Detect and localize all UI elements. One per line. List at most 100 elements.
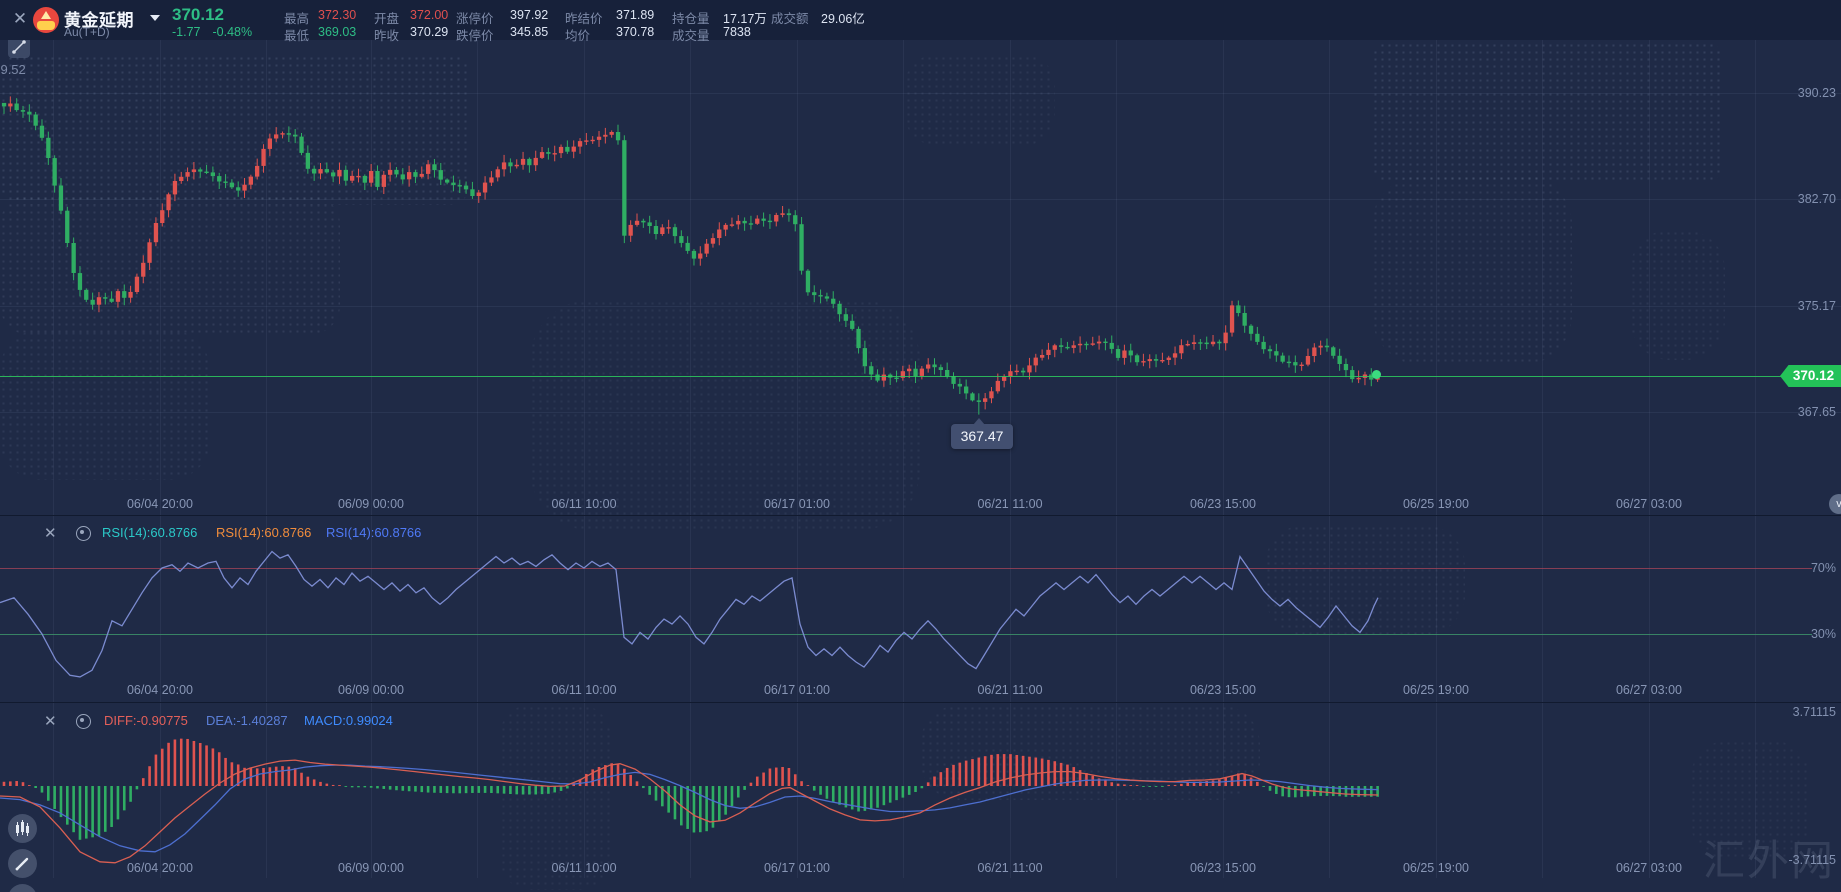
grid-vline — [160, 40, 161, 878]
quote-stat: 均价 370.78 — [565, 25, 654, 44]
indicator-label: RSI(14):60.8766 — [326, 525, 422, 540]
indicator-label: MACD:0.99024 — [304, 713, 393, 728]
price-axis-label: 375.17 — [1797, 299, 1836, 313]
quote-stat: 开盘 372.00 — [374, 8, 448, 27]
map-dots — [1690, 740, 1810, 860]
time-axis-macd: 06/04 20:00 06/09 00:00 06/11 10:00 06/17 0… — [0, 861, 1841, 879]
grid-hline — [0, 306, 1841, 307]
time-axis-label: 06/25 19:00 — [1402, 497, 1470, 511]
instrument-code: Au(T+D) — [64, 25, 110, 39]
time-axis-label: 06/27 03:00 — [1615, 497, 1683, 511]
grid-vline — [1223, 40, 1224, 878]
draw-button[interactable] — [8, 849, 37, 878]
quote-stat: 持仓量 17.17万 — [672, 8, 767, 27]
quote-stat: 跌停价 345.85 — [456, 25, 548, 44]
stat-label: 最高 — [284, 12, 310, 26]
map-dots — [920, 705, 1260, 800]
quote-stat: 成交额 29.06亿 — [771, 8, 865, 27]
indicator-label: DIFF:-0.90775 — [104, 713, 188, 728]
grid-vline — [266, 40, 267, 878]
stat-label: 持仓量 — [672, 12, 710, 26]
stat-value: 397.92 — [510, 8, 549, 22]
grid-vline — [1649, 40, 1650, 878]
stat-value: 371.89 — [616, 8, 655, 22]
grid-vline — [1010, 40, 1011, 878]
grid-hline — [0, 412, 1841, 413]
map-dots — [1372, 42, 1724, 182]
stat-label: 涨停价 — [456, 12, 494, 26]
time-axis-label: 06/04 20:00 — [126, 861, 194, 875]
change-value: -1.77 — [172, 25, 201, 39]
quote-stat: 最高 372.30 — [284, 8, 356, 27]
grid-vline — [903, 40, 904, 878]
quote-stat: 涨停价 397.92 — [456, 8, 548, 27]
macd-close-icon[interactable]: ✕ — [44, 713, 57, 730]
price-change: -1.77 -0.48% — [172, 25, 264, 39]
time-axis-label: 06/11 10:00 — [551, 861, 617, 875]
time-axis-label: 06/23 15:00 — [1189, 861, 1257, 875]
macd-target-icon[interactable] — [76, 714, 91, 729]
time-axis-label: 06/25 19:00 — [1402, 861, 1470, 875]
rsi-oversold-label: 30% — [1810, 627, 1836, 641]
time-axis-label: 06/21 11:00 — [977, 683, 1043, 697]
watermark: 汇外网 — [1702, 839, 1835, 885]
grid-vline — [584, 40, 585, 878]
last-price-line — [0, 376, 1841, 377]
time-axis-label: 06/27 03:00 — [1615, 861, 1683, 875]
time-axis-label: 06/17 01:00 — [763, 497, 831, 511]
map-dots — [530, 300, 920, 530]
macd-min-label: -3.71115 — [1788, 853, 1837, 867]
rsi-close-icon[interactable]: ✕ — [44, 525, 57, 542]
price-axis-label: 367.65 — [1797, 405, 1836, 419]
map-dots — [1372, 175, 1572, 365]
quote-stat: 成交量 7838 — [672, 25, 751, 44]
time-axis-label: 06/09 00:00 — [337, 861, 405, 875]
pencil-icon — [15, 857, 29, 871]
stat-value: 345.85 — [510, 25, 549, 39]
grid-vline — [371, 40, 372, 878]
watermark-badge-icon: v — [1829, 494, 1841, 514]
stat-value: 370.78 — [616, 25, 655, 39]
time-axis-label: 06/11 10:00 — [551, 683, 617, 697]
tool-button-3[interactable] — [8, 884, 37, 892]
time-axis-label: 06/04 20:00 — [126, 683, 194, 697]
grid-hline — [0, 199, 1841, 200]
stat-label: 均价 — [565, 29, 591, 43]
stat-value: 372.00 — [410, 8, 449, 22]
time-axis-label: 06/04 20:00 — [126, 497, 194, 511]
trendline-tool-button[interactable] — [8, 36, 30, 58]
stat-value: 372.30 — [318, 8, 357, 22]
top-bar: ✕ 黄金延期 Au(T+D) 370.12 -1.77 -0.48% 最高 372.… — [0, 0, 1841, 43]
low-price-tooltip: 367.47 — [951, 418, 1013, 449]
time-axis-label: 06/17 01:00 — [763, 861, 831, 875]
map-dots — [905, 55, 1055, 145]
chevron-down-icon[interactable] — [150, 15, 160, 21]
instrument-title[interactable]: 黄金延期 — [64, 11, 134, 30]
close-icon[interactable]: ✕ — [12, 9, 28, 28]
rsi-target-icon[interactable] — [76, 526, 91, 541]
time-axis-label: 06/09 00:00 — [337, 683, 405, 697]
time-axis-main: 06/04 20:00 06/09 00:00 06/11 10:00 06/17 0… — [0, 497, 1841, 515]
quote-stat: 昨结价 371.89 — [565, 8, 654, 27]
stat-label: 跌停价 — [456, 29, 494, 43]
grid-vline — [1116, 40, 1117, 878]
panel-divider — [0, 702, 1841, 703]
grid-vline — [1755, 40, 1756, 878]
time-axis-label: 06/23 15:00 — [1189, 683, 1257, 697]
grid-hline — [0, 93, 1841, 94]
map-dots — [0, 330, 210, 480]
time-axis-label: 06/11 10:00 — [551, 497, 617, 511]
change-percent: -0.48% — [212, 25, 253, 39]
stat-label: 成交量 — [672, 29, 710, 43]
grid-vline — [477, 40, 478, 878]
grid-vline — [1542, 40, 1543, 878]
last-price: 370.12 — [172, 5, 224, 24]
panel-divider — [0, 515, 1841, 516]
map-dots — [0, 55, 470, 205]
grid-vline — [797, 40, 798, 878]
quote-stat: 昨收 370.29 — [374, 25, 448, 44]
candlestick-icon — [16, 820, 29, 836]
chart-type-button[interactable] — [8, 814, 37, 843]
